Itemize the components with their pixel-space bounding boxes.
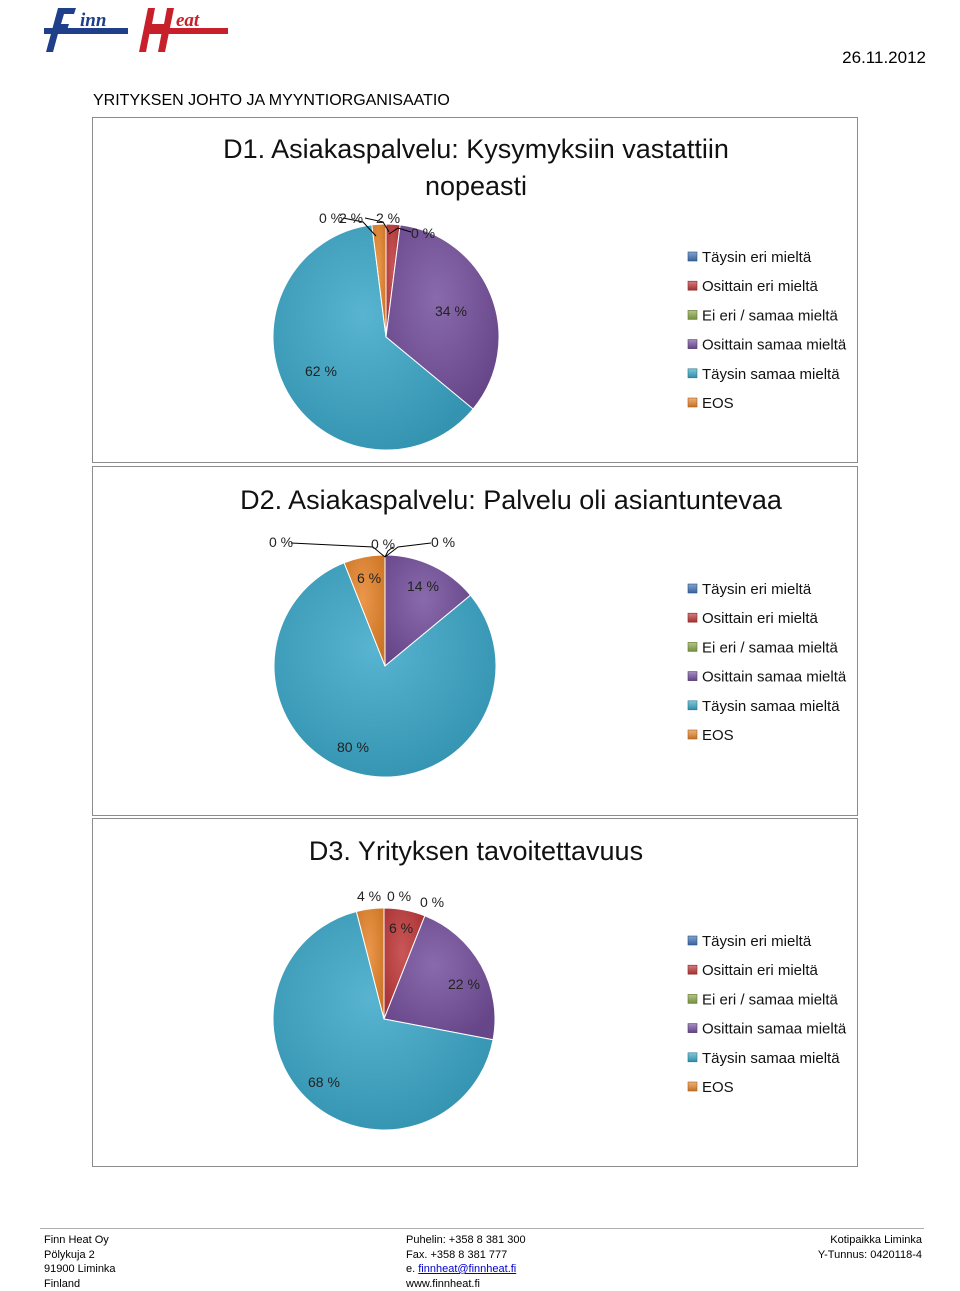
legend-swatch [688, 310, 697, 319]
pie-chart-d1: D1. Asiakaspalvelu: Kysymyksiin vastatti… [93, 118, 859, 464]
legend-label: Täysin samaa mieltä [702, 1050, 840, 1067]
footer-business-id: Y-Tunnus: 0420118-4 [818, 1248, 922, 1263]
data-label: 22 % [448, 976, 480, 992]
logo-text-finn: inn [80, 10, 106, 31]
footer-company-name: Finn Heat Oy [44, 1233, 116, 1248]
legend-swatch [688, 340, 697, 349]
legend-label: EOS [702, 1079, 734, 1096]
data-label: 4 % [357, 888, 381, 904]
legend-swatch [688, 252, 697, 261]
legend-swatch [688, 994, 697, 1003]
data-label: 0 % [269, 534, 293, 550]
pie-chart-d3: D3. Yrityksen tavoitettavuus 0 % 6 % 0 % 22 … [93, 819, 859, 1168]
data-label: 62 % [305, 363, 337, 379]
footer-country: Finland [44, 1277, 116, 1291]
legend-label: Täysin samaa mieltä [702, 366, 840, 383]
legend-label: Osittain eri mieltä [702, 610, 819, 627]
chart-frame-d2: D2. Asiakaspalvelu: Palvelu oli asiantun… [92, 466, 858, 816]
legend-swatch [688, 1053, 697, 1062]
footer-email-row: e. finnheat@finnheat.fi [406, 1262, 526, 1277]
legend-label: Ei eri / samaa mieltä [702, 307, 839, 324]
legend-label: EOS [702, 727, 734, 744]
legend-label: Täysin eri mieltä [702, 581, 812, 598]
legend-swatch [688, 642, 697, 651]
pie-chart-d2: D2. Asiakaspalvelu: Palvelu oli asiantun… [93, 467, 859, 817]
logo-text-heat: eat [176, 10, 200, 31]
legend-label: Täysin samaa mieltä [702, 698, 840, 715]
data-label: 80 % [337, 739, 369, 755]
chart-title-line-0: D2. Asiakaspalvelu: Palvelu oli asiantun… [240, 485, 783, 515]
legend-label: Osittain samaa mieltä [702, 1021, 847, 1038]
legend-swatch [688, 281, 697, 290]
footer-city: 91900 Liminka [44, 1262, 116, 1277]
legend-swatch [688, 936, 697, 945]
legend-label: Osittain samaa mieltä [702, 337, 847, 354]
legend-swatch [688, 1082, 697, 1091]
legend-swatch [688, 584, 697, 593]
legend-swatch [688, 1024, 697, 1033]
data-label: 2 % [339, 210, 363, 226]
finn-heat-logo: inn eat [36, 0, 236, 62]
report-date: 26.11.2012 [842, 48, 926, 68]
footer-fax: Fax. +358 8 381 777 [406, 1248, 526, 1263]
footer-phone: Puhelin: +358 8 381 300 [406, 1233, 526, 1248]
chart-title-line-1: nopeasti [425, 171, 527, 201]
footer-registration: Kotipaikka Liminka Y-Tunnus: 0420118-4 [818, 1233, 922, 1262]
footer-street: Pölykuja 2 [44, 1248, 116, 1263]
footer-email-link[interactable]: finnheat@finnheat.fi [418, 1263, 516, 1275]
footer-website[interactable]: www.finnheat.fi [406, 1277, 526, 1291]
legend-swatch [688, 672, 697, 681]
section-title: YRITYKSEN JOHTO JA MYYNTIORGANISAATIO [93, 92, 450, 110]
legend-swatch [688, 730, 697, 739]
legend-swatch [688, 613, 697, 622]
legend-label: Osittain samaa mieltä [702, 669, 847, 686]
data-label: 0 % [420, 894, 444, 910]
chart-title-line-0: D3. Yrityksen tavoitettavuus [309, 836, 643, 866]
legend-label: Täysin eri mieltä [702, 933, 812, 950]
data-label: 0 % [411, 225, 435, 241]
footer-company: Finn Heat Oy Pölykuja 2 91900 Liminka Fi… [44, 1233, 116, 1291]
chart-frame-d3: D3. Yrityksen tavoitettavuus 0 % 6 % 0 % 22 … [92, 818, 858, 1167]
data-label: 0 % [431, 534, 455, 550]
footer-divider [40, 1228, 924, 1229]
legend-label: Ei eri / samaa mieltä [702, 991, 839, 1008]
footer-email-prefix: e. [406, 1263, 418, 1275]
data-label: 0 % [387, 888, 411, 904]
legend-label: EOS [702, 395, 734, 412]
legend-label: Täysin eri mieltä [702, 249, 812, 266]
data-label: 6 % [357, 570, 381, 586]
legend-label: Osittain eri mieltä [702, 962, 819, 979]
chart-title-line-0: D1. Asiakaspalvelu: Kysymyksiin vastatti… [223, 134, 729, 164]
legend-swatch [688, 369, 697, 378]
legend-swatch [688, 701, 697, 710]
data-label: 34 % [435, 303, 467, 319]
footer-domicile: Kotipaikka Liminka [818, 1233, 922, 1248]
legend-label: Osittain eri mieltä [702, 278, 819, 295]
legend-label: Ei eri / samaa mieltä [702, 639, 839, 656]
data-label: 14 % [407, 578, 439, 594]
legend-swatch [688, 965, 697, 974]
data-label: 0 % [371, 536, 395, 552]
data-label: 6 % [389, 920, 413, 936]
legend-swatch [688, 398, 697, 407]
data-label: 68 % [308, 1074, 340, 1090]
chart-frame-d1: D1. Asiakaspalvelu: Kysymyksiin vastatti… [92, 117, 858, 463]
data-label: 2 % [376, 210, 400, 226]
footer-contact: Puhelin: +358 8 381 300 Fax. +358 8 381 … [406, 1233, 526, 1291]
